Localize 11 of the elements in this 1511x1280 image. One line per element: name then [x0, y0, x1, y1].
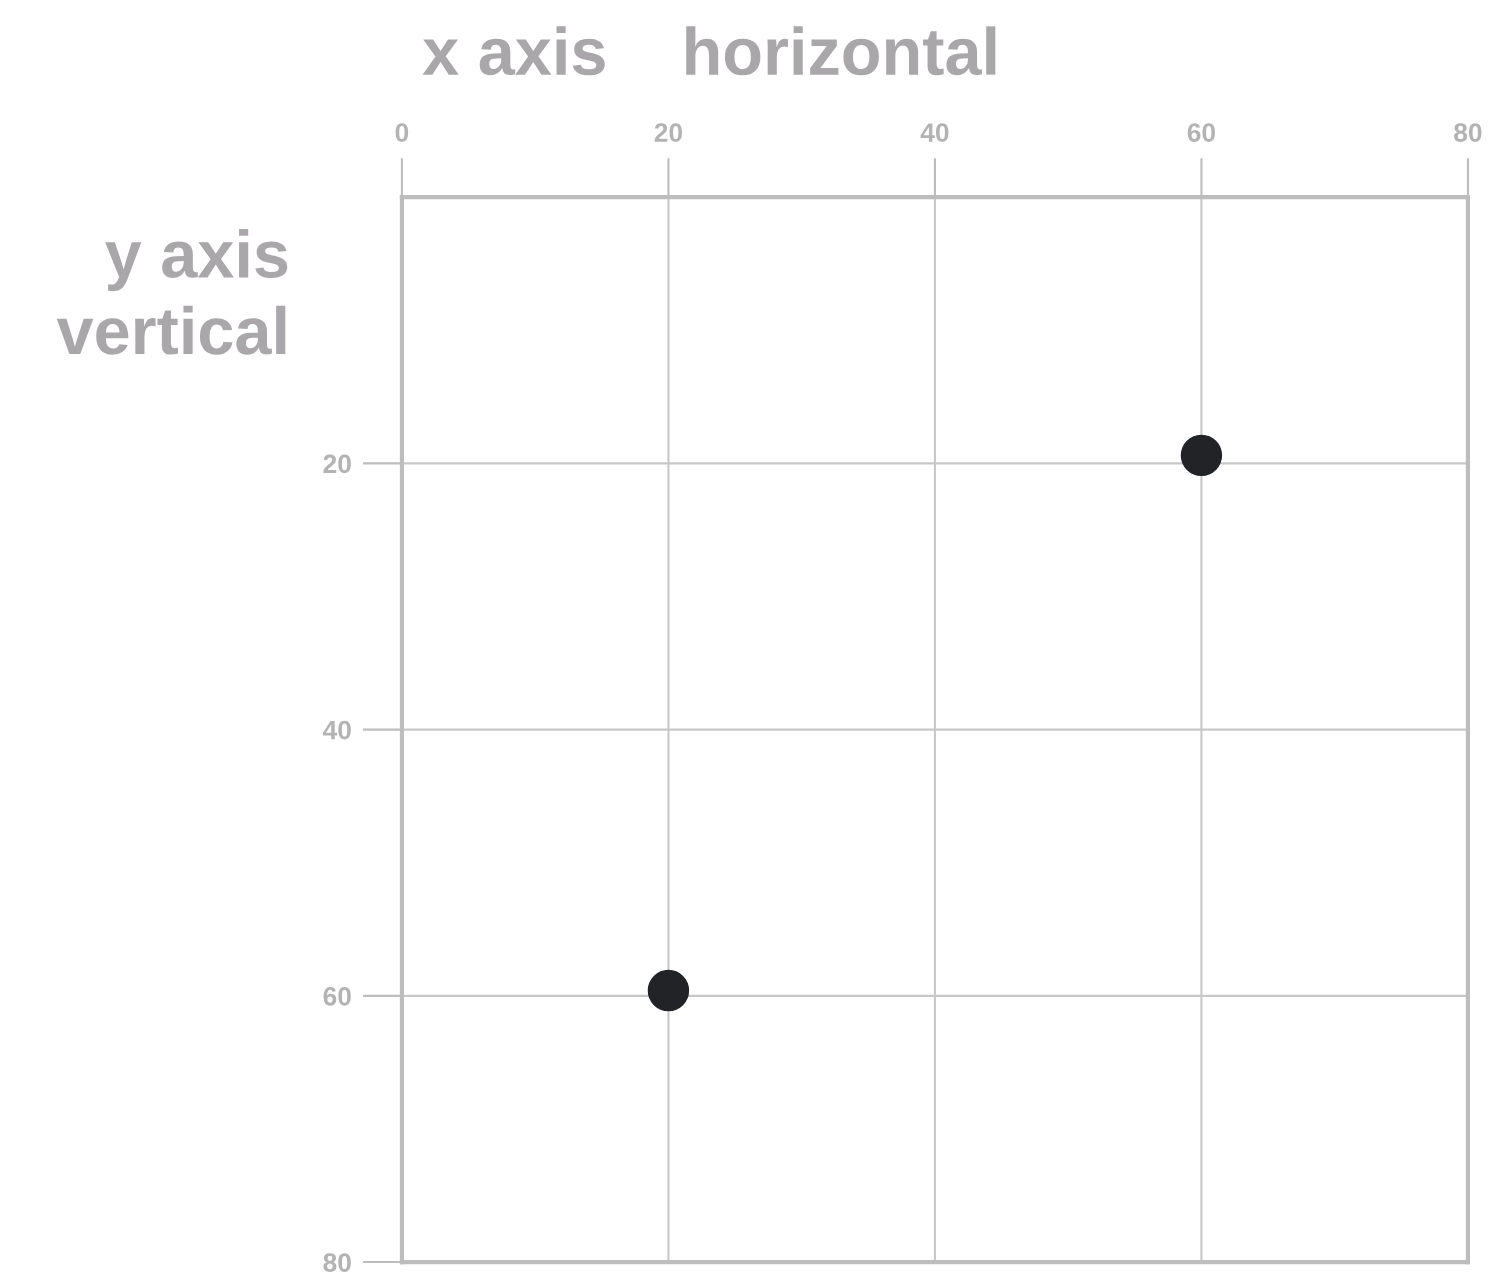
x-axis-title: x axis horizontal: [422, 26, 996, 76]
y-tick-label: 40: [322, 720, 351, 740]
y-tick-label: 80: [323, 1253, 351, 1272]
x-tick-label: 20: [654, 123, 683, 142]
x-tick-label: 40: [920, 123, 949, 142]
x-tick-label: 80: [1454, 123, 1482, 142]
y-tick-label: 60: [323, 986, 351, 1006]
y-tick-label: 20: [323, 454, 351, 474]
x-tick-label: 60: [1187, 123, 1216, 142]
x-tick-label: 0: [395, 123, 409, 142]
y-axis-title: y axis vertical: [56, 229, 288, 355]
